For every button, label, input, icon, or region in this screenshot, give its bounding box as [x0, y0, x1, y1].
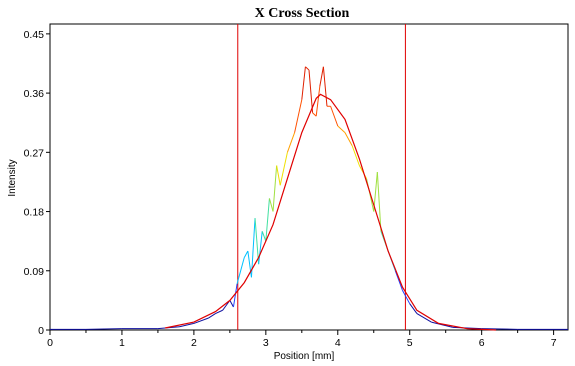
x-tick-label: 0	[47, 337, 53, 349]
profile-segment	[193, 317, 209, 324]
profile-segment	[236, 257, 245, 285]
profile-segment	[286, 132, 296, 153]
profile-segment	[261, 231, 267, 242]
profile-segment	[409, 303, 418, 314]
profile-segment	[344, 132, 353, 146]
x-tick-label: 3	[263, 337, 269, 349]
profile-segment	[312, 112, 317, 117]
profile-segment	[351, 145, 360, 166]
x-tick-label: 1	[119, 337, 125, 349]
profile-segment	[272, 165, 278, 212]
profile-segment	[232, 283, 238, 308]
profile-segment	[265, 198, 270, 242]
profile-segment	[250, 218, 256, 278]
profile-segment	[394, 270, 403, 291]
profile-segment	[308, 70, 314, 113]
profile-segment	[294, 99, 303, 133]
gaussian-fit	[164, 93, 497, 331]
x-tick-label: 7	[551, 337, 557, 349]
intensity-profile	[50, 66, 568, 330]
profile-segment	[402, 290, 411, 304]
profile-segment	[376, 172, 382, 232]
profile-segment	[322, 66, 328, 107]
profile-segment	[215, 309, 223, 315]
profile-segment	[254, 218, 260, 265]
x-tick-label: 5	[407, 337, 413, 349]
y-axis-label: Intensity	[7, 159, 18, 196]
profile-segment	[229, 300, 234, 308]
profile-segment	[305, 66, 310, 71]
profile-segment	[330, 106, 339, 127]
y-tick-label: 0.36	[24, 88, 45, 100]
profile-segment	[301, 66, 306, 100]
y-tick-label: 0	[38, 325, 44, 337]
profile-segment	[416, 313, 432, 323]
profile-segment	[258, 231, 263, 265]
vertical-markers	[237, 24, 406, 330]
profile-segment	[315, 86, 321, 117]
x-tick-label: 4	[335, 337, 341, 349]
profile-segment	[243, 250, 249, 258]
profile-segment	[85, 328, 122, 330]
y-tick-label: 0.09	[24, 266, 45, 278]
profile-segment	[337, 125, 346, 133]
plot-frame	[49, 23, 569, 331]
plot-border	[49, 23, 569, 331]
y-tick-label: 0.45	[24, 29, 45, 41]
x-tick-label: 6	[479, 337, 485, 349]
y-tick-label: 0.27	[24, 147, 45, 159]
x-axis-ticks: 0 1 2 3 4 5 6 7	[47, 330, 557, 349]
profile-segment	[208, 313, 216, 319]
profile-segment	[452, 326, 482, 330]
profile-segment	[279, 152, 288, 186]
profile-segment	[481, 328, 518, 330]
y-tick-label: 0.18	[24, 207, 45, 219]
chart-title: X Cross Section	[255, 6, 350, 21]
profile-segment	[319, 66, 324, 87]
profile-segment	[276, 165, 281, 186]
y-axis-ticks: 0 0.09 0.18 0.27 0.36 0.45	[24, 29, 50, 337]
profile-segment	[431, 321, 454, 328]
profile-segment	[179, 322, 195, 328]
x-tick-label: 2	[191, 337, 197, 349]
profile-segment	[268, 198, 274, 212]
profile-segment	[247, 250, 252, 278]
fit-curve	[164, 93, 497, 331]
x-axis-label: Position [mm]	[274, 351, 335, 362]
